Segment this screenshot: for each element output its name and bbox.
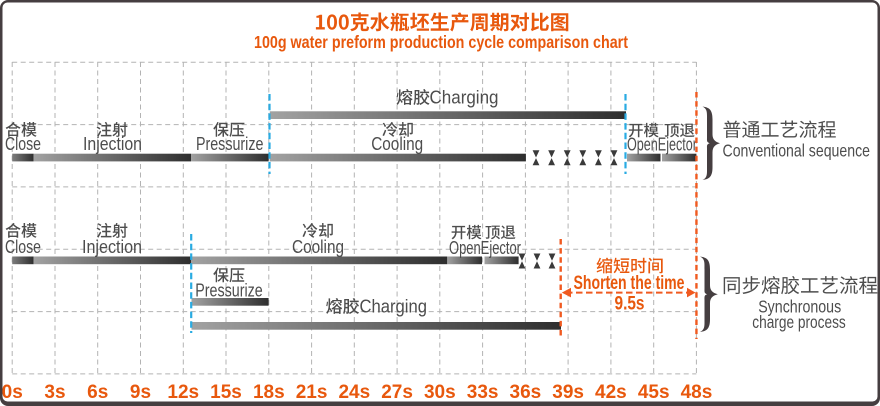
- svg-text:39s: 39s: [552, 382, 584, 403]
- svg-text:9.5s: 9.5s: [615, 294, 645, 315]
- svg-text:Charging: Charging: [360, 297, 428, 317]
- svg-text:Charging: Charging: [430, 88, 499, 108]
- svg-text:42s: 42s: [595, 382, 627, 403]
- svg-text:OpenEjector: OpenEjector: [627, 135, 697, 155]
- svg-text:3s: 3s: [44, 382, 65, 403]
- svg-text:36s: 36s: [510, 382, 542, 403]
- svg-text:OpenEjector: OpenEjector: [449, 238, 521, 258]
- svg-text:33s: 33s: [467, 382, 499, 403]
- svg-text:charge process: charge process: [752, 312, 846, 332]
- svg-text:Injection: Injection: [83, 134, 142, 154]
- svg-text:48s: 48s: [681, 382, 713, 403]
- svg-text:30s: 30s: [424, 382, 456, 403]
- svg-text:Pressurize: Pressurize: [195, 281, 263, 301]
- svg-text:Pressurize: Pressurize: [196, 134, 264, 154]
- svg-text:6s: 6s: [87, 382, 108, 403]
- svg-text:Synchronous: Synchronous: [758, 297, 841, 317]
- svg-text:Injection: Injection: [82, 237, 142, 257]
- svg-text:21s: 21s: [296, 382, 328, 403]
- svg-text:18s: 18s: [253, 382, 285, 403]
- svg-text:Cooling: Cooling: [292, 237, 344, 257]
- svg-text:27s: 27s: [381, 382, 413, 403]
- svg-text:Cooling: Cooling: [371, 134, 423, 154]
- svg-text:Conventional sequence: Conventional sequence: [723, 141, 871, 161]
- svg-text:12s: 12s: [167, 382, 199, 403]
- svg-text:Shorten the time: Shorten the time: [574, 273, 685, 294]
- svg-text:24s: 24s: [338, 382, 370, 403]
- svg-text:45s: 45s: [638, 382, 670, 403]
- svg-text:15s: 15s: [210, 382, 242, 403]
- svg-text:100g water preform production: 100g water preform production cycle comp…: [254, 32, 628, 52]
- svg-text:Close: Close: [5, 134, 41, 154]
- svg-text:9s: 9s: [130, 382, 151, 403]
- svg-text:0s: 0s: [2, 382, 23, 403]
- svg-text:Close: Close: [5, 237, 41, 257]
